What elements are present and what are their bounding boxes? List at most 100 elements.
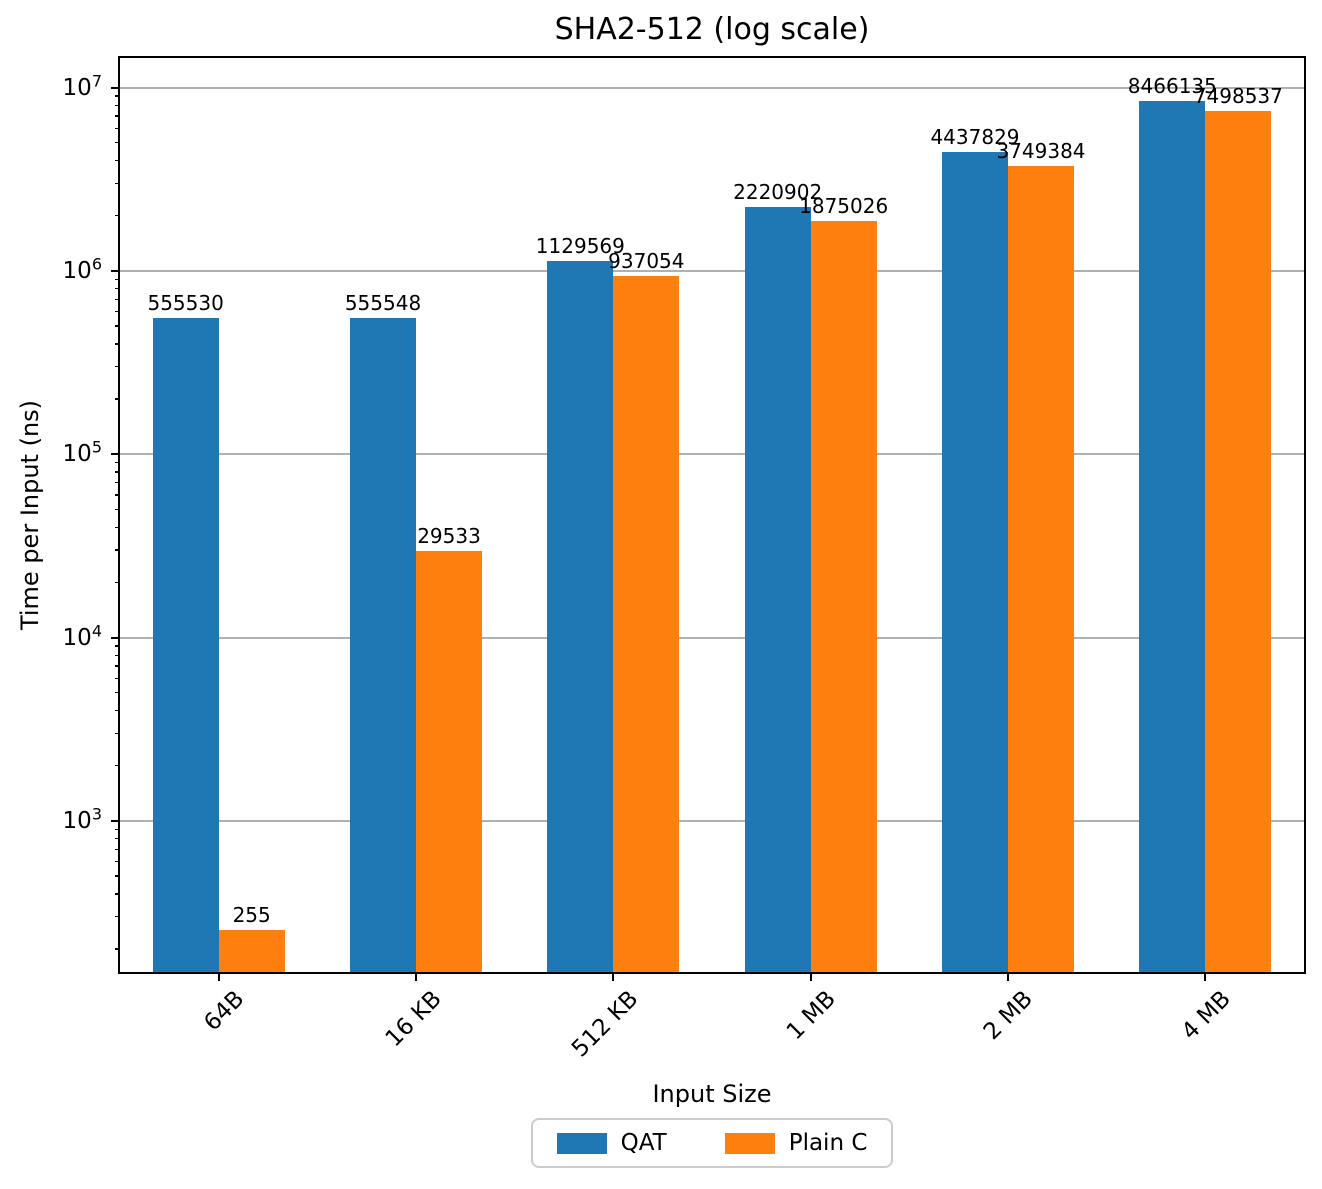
y-tick-minor <box>115 104 120 107</box>
x-tick-1-mb <box>809 972 812 981</box>
x-tick-4-mb <box>1204 972 1207 981</box>
y-tick-minor <box>115 526 120 528</box>
y-tick-major-1e7 <box>111 86 120 89</box>
x-tick-16-kb <box>415 972 417 981</box>
y-tick-minor <box>115 287 120 290</box>
bar-qat-512-kb <box>547 261 614 972</box>
bar-value-qat-2-mb: 4437829 <box>930 125 1020 150</box>
y-tick-minor <box>115 916 120 918</box>
bar-layer: 555530 255 555548 29533 1129569 937054 2220902… <box>120 58 1304 972</box>
y-tick-minor <box>115 215 120 217</box>
y-tick-minor <box>115 115 120 117</box>
plot-area: 555530 255 555548 29533 1129569 937054 2220902… <box>118 56 1306 974</box>
y-tick-minor <box>115 366 120 368</box>
gridline-1e7 <box>120 86 1304 89</box>
legend-swatch-plain-c <box>724 1132 775 1154</box>
x-axis-label: Input Size <box>652 1080 772 1108</box>
y-tick-minor <box>115 848 120 851</box>
y-tick-minor <box>115 310 120 313</box>
gridline-1e5 <box>120 453 1304 456</box>
bar-value-qat-16-kb: 555548 <box>344 290 422 315</box>
y-tick-label-1e6: 106 <box>62 254 102 284</box>
bar-value-plain-c-1-mb: 1875026 <box>799 193 889 218</box>
y-tick-major-1e3 <box>111 819 120 822</box>
bar-qat-16-kb <box>350 317 416 972</box>
bar-plain-c-1-mb <box>810 220 877 972</box>
y-tick-minor <box>115 860 120 863</box>
y-tick-minor <box>115 298 120 300</box>
legend-item-qat: QAT <box>556 1130 667 1156</box>
bar-qat-1-mb <box>744 207 811 972</box>
y-tick-minor <box>115 677 120 679</box>
bar-value-plain-c-4-mb: 7498537 <box>1193 83 1283 108</box>
y-tick-minor <box>115 494 120 496</box>
y-tick-minor <box>115 343 120 345</box>
gridline-1e6 <box>120 269 1304 272</box>
bar-value-plain-c-2-mb: 3749384 <box>996 138 1086 163</box>
x-tick-label-2-mb: 2 MB <box>979 986 1039 1046</box>
y-tick-major-1e5 <box>111 453 120 456</box>
x-tick-64b <box>217 972 220 981</box>
y-tick-major-1e6 <box>111 269 120 272</box>
y-tick-minor <box>115 828 120 831</box>
y-tick-major-1e4 <box>111 636 120 639</box>
y-tick-minor <box>115 948 120 950</box>
x-tick-label-4-mb: 4 MB <box>1176 986 1236 1046</box>
chart-title: SHA2-512 (log scale) <box>554 12 870 47</box>
y-tick-minor <box>115 95 120 97</box>
bar-value-plain-c-16-kb: 29533 <box>417 524 481 549</box>
x-tick-label-1-mb: 1 MB <box>781 986 842 1046</box>
y-tick-minor <box>115 325 120 327</box>
legend-label-qat: QAT <box>620 1130 667 1156</box>
bar-value-qat-4-mb: 8466135 <box>1127 73 1217 98</box>
bar-value-qat-512-kb: 1129569 <box>535 234 625 259</box>
y-tick-minor <box>115 893 120 895</box>
y-tick-minor <box>115 471 120 473</box>
bar-plain-c-512-kb <box>613 276 680 972</box>
x-tick-label-512-kb: 512 KB <box>567 986 644 1063</box>
y-tick-minor <box>115 765 120 767</box>
legend: QAT Plain C <box>530 1118 894 1168</box>
y-tick-label-1e4: 104 <box>62 620 102 651</box>
y-tick-minor <box>115 732 120 735</box>
bar-plain-c-2-mb <box>1008 165 1074 972</box>
bar-value-plain-c-512-kb: 937054 <box>608 249 685 274</box>
bar-value-qat-64b: 555530 <box>147 290 224 315</box>
y-tick-minor <box>115 398 120 400</box>
y-tick-minor <box>115 159 120 162</box>
y-tick-label-1e3: 103 <box>62 804 102 834</box>
bar-plain-c-64b <box>218 929 285 972</box>
x-tick-label-64b: 64B <box>198 986 250 1037</box>
x-tick-2-mb <box>1007 972 1009 981</box>
y-tick-minor <box>115 645 120 647</box>
y-tick-minor <box>115 461 120 464</box>
y-tick-minor <box>115 127 120 129</box>
y-tick-label-1e5: 105 <box>62 437 102 468</box>
bar-qat-64b <box>152 317 219 972</box>
y-tick-label-1e7: 107 <box>62 70 102 101</box>
bar-plain-c-16-kb <box>416 551 482 972</box>
y-axis-label: Time per Input (ns) <box>16 399 44 631</box>
gridline-layer <box>120 58 1304 972</box>
bar-qat-2-mb <box>942 152 1008 972</box>
y-tick-minor <box>115 142 120 144</box>
bar-plain-c-4-mb <box>1205 110 1272 972</box>
y-tick-minor <box>115 182 120 185</box>
legend-container: QAT Plain C <box>120 1118 1304 1168</box>
bar-qat-4-mb <box>1139 100 1206 972</box>
y-tick-minor <box>115 549 120 551</box>
y-tick-minor <box>115 581 120 584</box>
gridline-1e4 <box>120 636 1304 639</box>
legend-swatch-qat <box>556 1132 607 1154</box>
x-tick-512-kb <box>612 972 615 981</box>
bar-value-plain-c-64b: 255 <box>232 902 271 927</box>
y-tick-minor <box>115 875 120 877</box>
gridline-1e3 <box>120 819 1304 822</box>
y-tick-minor <box>115 481 120 484</box>
y-tick-minor <box>115 709 120 712</box>
legend-label-plain-c: Plain C <box>788 1130 868 1156</box>
y-tick-minor <box>115 508 120 511</box>
x-tick-label-16-kb: 16 KB <box>380 986 447 1053</box>
bar-value-qat-1-mb: 2220902 <box>733 180 823 205</box>
y-tick-minor <box>115 654 120 657</box>
